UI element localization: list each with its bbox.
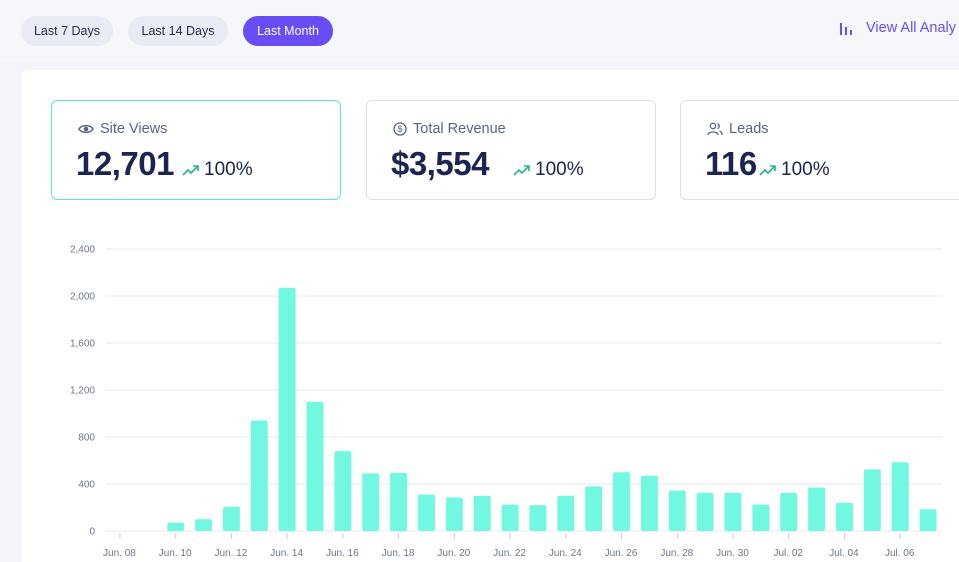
- last-14-days-button[interactable]: Last 14 Days: [128, 16, 228, 46]
- bar-chart-icon: [840, 23, 852, 35]
- bar: [306, 401, 324, 531]
- bar: [696, 492, 714, 531]
- bar: [919, 509, 937, 531]
- bar: [640, 475, 658, 531]
- x-tick-label: Jun. 26: [605, 548, 638, 559]
- bar: [445, 497, 463, 531]
- site-views-change: 100%: [182, 159, 253, 181]
- site-views-card[interactable]: Site Views 12,701 100%: [51, 100, 341, 200]
- bar: [557, 495, 575, 531]
- trending-up-icon: [513, 165, 530, 176]
- bar: [891, 462, 909, 531]
- y-tick-label: 2,400: [70, 245, 95, 256]
- users-icon: [707, 122, 723, 136]
- site-views-change-value: 100%: [204, 159, 253, 180]
- bar: [278, 287, 296, 531]
- bar: [362, 473, 380, 531]
- bar: [613, 472, 631, 531]
- trending-up-icon: [182, 165, 199, 176]
- total-revenue-label: Total Revenue: [413, 121, 506, 137]
- bar: [668, 490, 686, 531]
- leads-card[interactable]: Leads 116 100%: [680, 100, 959, 200]
- bar: [808, 487, 826, 531]
- total-revenue-label-row: $ Total Revenue: [393, 121, 506, 137]
- total-revenue-value: $3,554: [391, 145, 489, 182]
- eye-icon: [78, 124, 94, 134]
- bar: [501, 504, 519, 531]
- bar: [222, 506, 240, 531]
- y-tick-label: 1,200: [70, 386, 95, 397]
- view-all-analytics-label: View All Analy: [866, 20, 957, 36]
- x-tick-label: Jun. 18: [382, 548, 415, 559]
- leads-value: 116: [705, 145, 757, 182]
- x-tick-label: Jul. 02: [773, 548, 803, 559]
- bar: [780, 492, 798, 531]
- bar: [417, 494, 435, 531]
- x-tick-label: Jun. 20: [437, 548, 470, 559]
- dollar-circle-icon: $: [393, 122, 407, 136]
- bar: [334, 451, 352, 531]
- bar: [585, 486, 603, 531]
- x-tick-label: Jul. 04: [829, 548, 859, 559]
- last-month-button[interactable]: Last Month: [243, 16, 333, 46]
- x-tick-label: Jun. 10: [159, 548, 192, 559]
- x-tick-label: Jun. 08: [103, 548, 136, 559]
- leads-change: 100%: [759, 159, 830, 181]
- view-all-analytics-link[interactable]: View All Analy: [838, 20, 956, 36]
- y-tick-label: 1,600: [70, 339, 95, 350]
- x-tick-label: Jun. 14: [270, 548, 303, 559]
- bar: [473, 495, 491, 531]
- y-tick-label: 2,000: [70, 292, 95, 303]
- bar: [752, 504, 770, 531]
- bar: [195, 519, 213, 531]
- leads-change-value: 100%: [781, 159, 830, 180]
- trending-up-icon: [759, 165, 776, 176]
- site-views-value: 12,701: [76, 145, 174, 182]
- last-7-days-button[interactable]: Last 7 Days: [21, 16, 113, 46]
- site-views-label: Site Views: [100, 121, 168, 137]
- bar: [529, 505, 547, 531]
- site-views-label-row: Site Views: [78, 121, 167, 137]
- x-tick-label: Jun. 24: [549, 548, 582, 559]
- site-views-bar-chart: 0 400 800 1,200 1,600 2,000 2,400 Jun. 08 Jun. 1…: [70, 245, 942, 559]
- y-tick-label: 0: [89, 527, 95, 538]
- y-tick-label: 800: [78, 433, 95, 444]
- x-tick-label: Jul. 06: [885, 548, 915, 559]
- total-revenue-change-value: 100%: [535, 159, 584, 180]
- leads-label: Leads: [729, 121, 769, 137]
- bar: [863, 469, 881, 531]
- bar: [835, 502, 853, 531]
- svg-text:$: $: [397, 124, 402, 134]
- total-revenue-card[interactable]: $ Total Revenue $3,554 100%: [366, 100, 656, 200]
- bar: [167, 522, 185, 531]
- x-tick-label: Jun. 30: [716, 548, 749, 559]
- x-tick-label: Jun. 22: [493, 548, 526, 559]
- leads-label-row: Leads: [707, 121, 769, 137]
- bar: [390, 472, 408, 531]
- x-tick-label: Jun. 12: [214, 548, 247, 559]
- x-tick-label: Jun. 16: [326, 548, 359, 559]
- x-tick-label: Jun. 28: [660, 548, 693, 559]
- total-revenue-change: 100%: [513, 159, 584, 181]
- bar: [250, 420, 268, 531]
- y-tick-label: 400: [78, 480, 95, 491]
- bar: [724, 492, 742, 531]
